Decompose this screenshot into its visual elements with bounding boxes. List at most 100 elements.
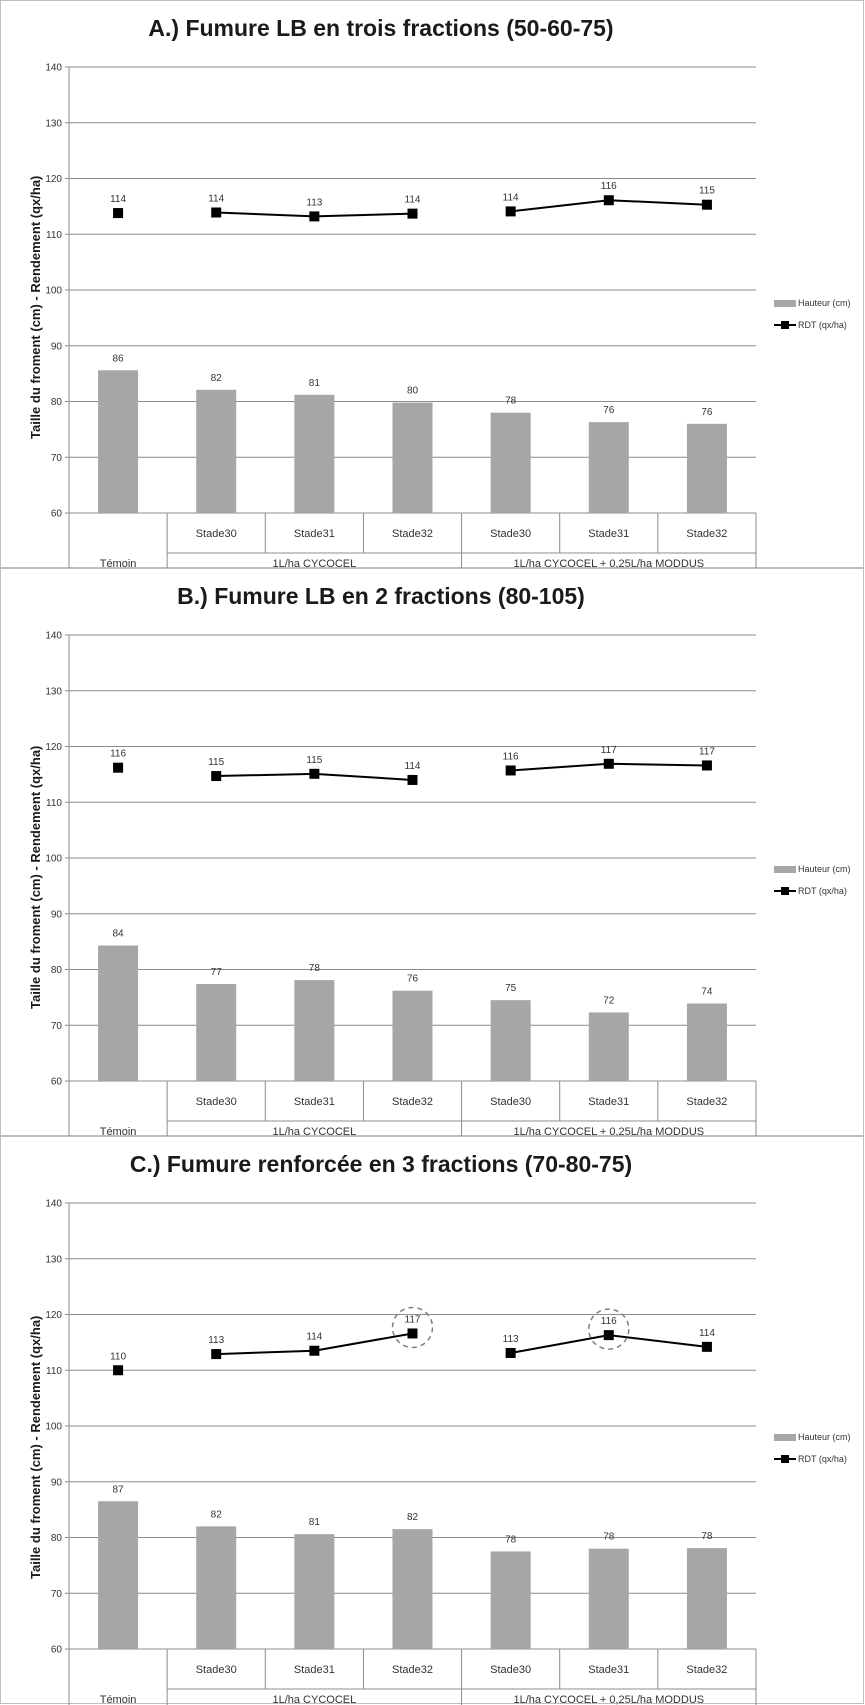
line-data-label: 114	[405, 761, 421, 772]
legend-item-hauteur: Hauteur (cm)	[774, 1426, 851, 1448]
legend-item-hauteur: Hauteur (cm)	[774, 292, 851, 314]
bar	[490, 412, 531, 513]
bar-data-label: 81	[309, 378, 321, 389]
bar	[392, 990, 433, 1081]
bar	[98, 1501, 139, 1649]
bar-data-label: 78	[701, 1531, 713, 1542]
x-group-label: Témoin	[100, 558, 137, 569]
y-axis-label: Taille du froment (cm) - Rendement (qx/h…	[28, 1315, 43, 1579]
line-marker	[211, 207, 222, 218]
y-tick-label: 140	[45, 631, 62, 642]
line-marker	[211, 1349, 222, 1360]
line-marker	[603, 758, 614, 769]
y-tick-label: 90	[51, 341, 63, 352]
x-tick-label: Stade31	[294, 528, 335, 540]
bar-data-label: 84	[113, 929, 125, 940]
line-marker	[701, 760, 712, 771]
y-tick-label: 70	[51, 453, 63, 464]
line-marker	[309, 211, 320, 222]
y-tick-label: 130	[45, 118, 62, 129]
x-tick-label: Stade31	[588, 528, 629, 540]
bar	[294, 1534, 335, 1649]
bar-data-label: 82	[407, 1512, 419, 1523]
bar	[490, 1000, 531, 1081]
bar	[294, 394, 335, 513]
line-marker	[113, 1365, 124, 1376]
bar	[686, 1003, 727, 1081]
line-marker	[309, 768, 320, 779]
legend-item-rdt: RDT (qx/ha)	[774, 880, 851, 902]
highlight-circle	[588, 1308, 630, 1350]
y-tick-label: 60	[51, 1645, 63, 1656]
y-tick-label: 100	[45, 1422, 62, 1433]
bar	[686, 1548, 727, 1649]
line-data-label: 114	[306, 1332, 322, 1343]
line-data-label: 117	[699, 746, 715, 757]
legend: Hauteur (cm) RDT (qx/ha)	[774, 292, 851, 336]
bar-data-label: 81	[309, 1517, 321, 1528]
legend-swatch-bar	[774, 865, 796, 873]
legend-label: RDT (qx/ha)	[798, 886, 847, 896]
chart-panel-b: B.) Fumure LB en 2 fractions (80-105) 60…	[0, 568, 864, 1137]
line-data-label: 114	[208, 194, 224, 205]
y-tick-label: 100	[45, 854, 62, 865]
line-data-label: 117	[601, 745, 617, 756]
x-group-label: 1L/ha CYCOCEL + 0,25L/ha MODDUS	[513, 1126, 704, 1137]
x-tick-label: Stade31	[294, 1664, 335, 1676]
legend: Hauteur (cm) RDT (qx/ha)	[774, 1426, 851, 1470]
line-marker	[701, 199, 712, 210]
x-tick-label: Stade30	[490, 1096, 531, 1108]
bar	[588, 1012, 629, 1081]
x-group-label: 1L/ha CYCOCEL + 0,25L/ha MODDUS	[513, 558, 704, 569]
legend-item-rdt: RDT (qx/ha)	[774, 314, 851, 336]
y-tick-label: 110	[46, 230, 62, 241]
y-tick-label: 130	[45, 1254, 62, 1265]
x-tick-label: Stade32	[392, 1096, 433, 1108]
bar-data-label: 77	[211, 967, 223, 978]
legend-label: Hauteur (cm)	[798, 1432, 851, 1442]
chart-title: A.) Fumure LB en trois fractions (50-60-…	[148, 15, 614, 41]
line-data-label: 115	[306, 755, 322, 766]
y-tick-label: 140	[45, 63, 62, 74]
x-group-label: Témoin	[100, 1694, 137, 1705]
legend-label: RDT (qx/ha)	[798, 1454, 847, 1464]
x-tick-label: Stade30	[490, 1664, 531, 1676]
legend-label: RDT (qx/ha)	[798, 320, 847, 330]
y-axis-label: Taille du froment (cm) - Rendement (qx/h…	[28, 745, 43, 1009]
bar	[196, 1526, 237, 1649]
line-marker	[505, 1347, 516, 1358]
chart-plot: 60 70 80 90 100 110 120 130 140 Témoin 1L/ha CYCOC…	[45, 631, 757, 1137]
line-marker	[211, 771, 222, 782]
bar-data-label: 87	[113, 1484, 125, 1495]
bar-data-label: 86	[113, 353, 125, 364]
y-tick-label: 80	[51, 965, 63, 976]
line-marker	[407, 1328, 418, 1339]
bar	[686, 423, 727, 513]
legend-label: Hauteur (cm)	[798, 864, 851, 874]
x-group-label: 1L/ha CYCOCEL	[272, 1126, 356, 1137]
line-data-label: 110	[110, 1351, 126, 1362]
bar-data-label: 78	[603, 1532, 615, 1543]
bar-data-label: 78	[505, 1534, 517, 1545]
bar	[294, 980, 335, 1081]
x-group-label: 1L/ha CYCOCEL	[272, 558, 356, 569]
bar	[98, 370, 139, 513]
x-tick-label: Stade32	[686, 1664, 727, 1676]
y-tick-label: 60	[51, 1077, 63, 1088]
x-group-label: Témoin	[100, 1126, 137, 1137]
x-tick-label: Stade31	[588, 1664, 629, 1676]
bar-data-label: 75	[505, 983, 517, 994]
highlight-circle	[391, 1306, 434, 1349]
line-marker	[113, 762, 124, 773]
x-tick-label: Stade30	[196, 1096, 237, 1108]
x-tick-label: Stade32	[392, 1664, 433, 1676]
line-marker	[603, 1330, 614, 1341]
legend-item-hauteur: Hauteur (cm)	[774, 858, 851, 880]
line-data-label: 114	[503, 192, 519, 203]
chart-plot: 60 70 80 90 100 110 120 130 140 Témoin 1L/ha CYCOC…	[45, 1199, 757, 1705]
line-data-label: 113	[306, 197, 322, 208]
legend-swatch-bar	[774, 299, 796, 307]
line-data-label: 115	[208, 757, 224, 768]
line-marker	[603, 195, 614, 206]
y-tick-label: 90	[51, 1477, 63, 1488]
